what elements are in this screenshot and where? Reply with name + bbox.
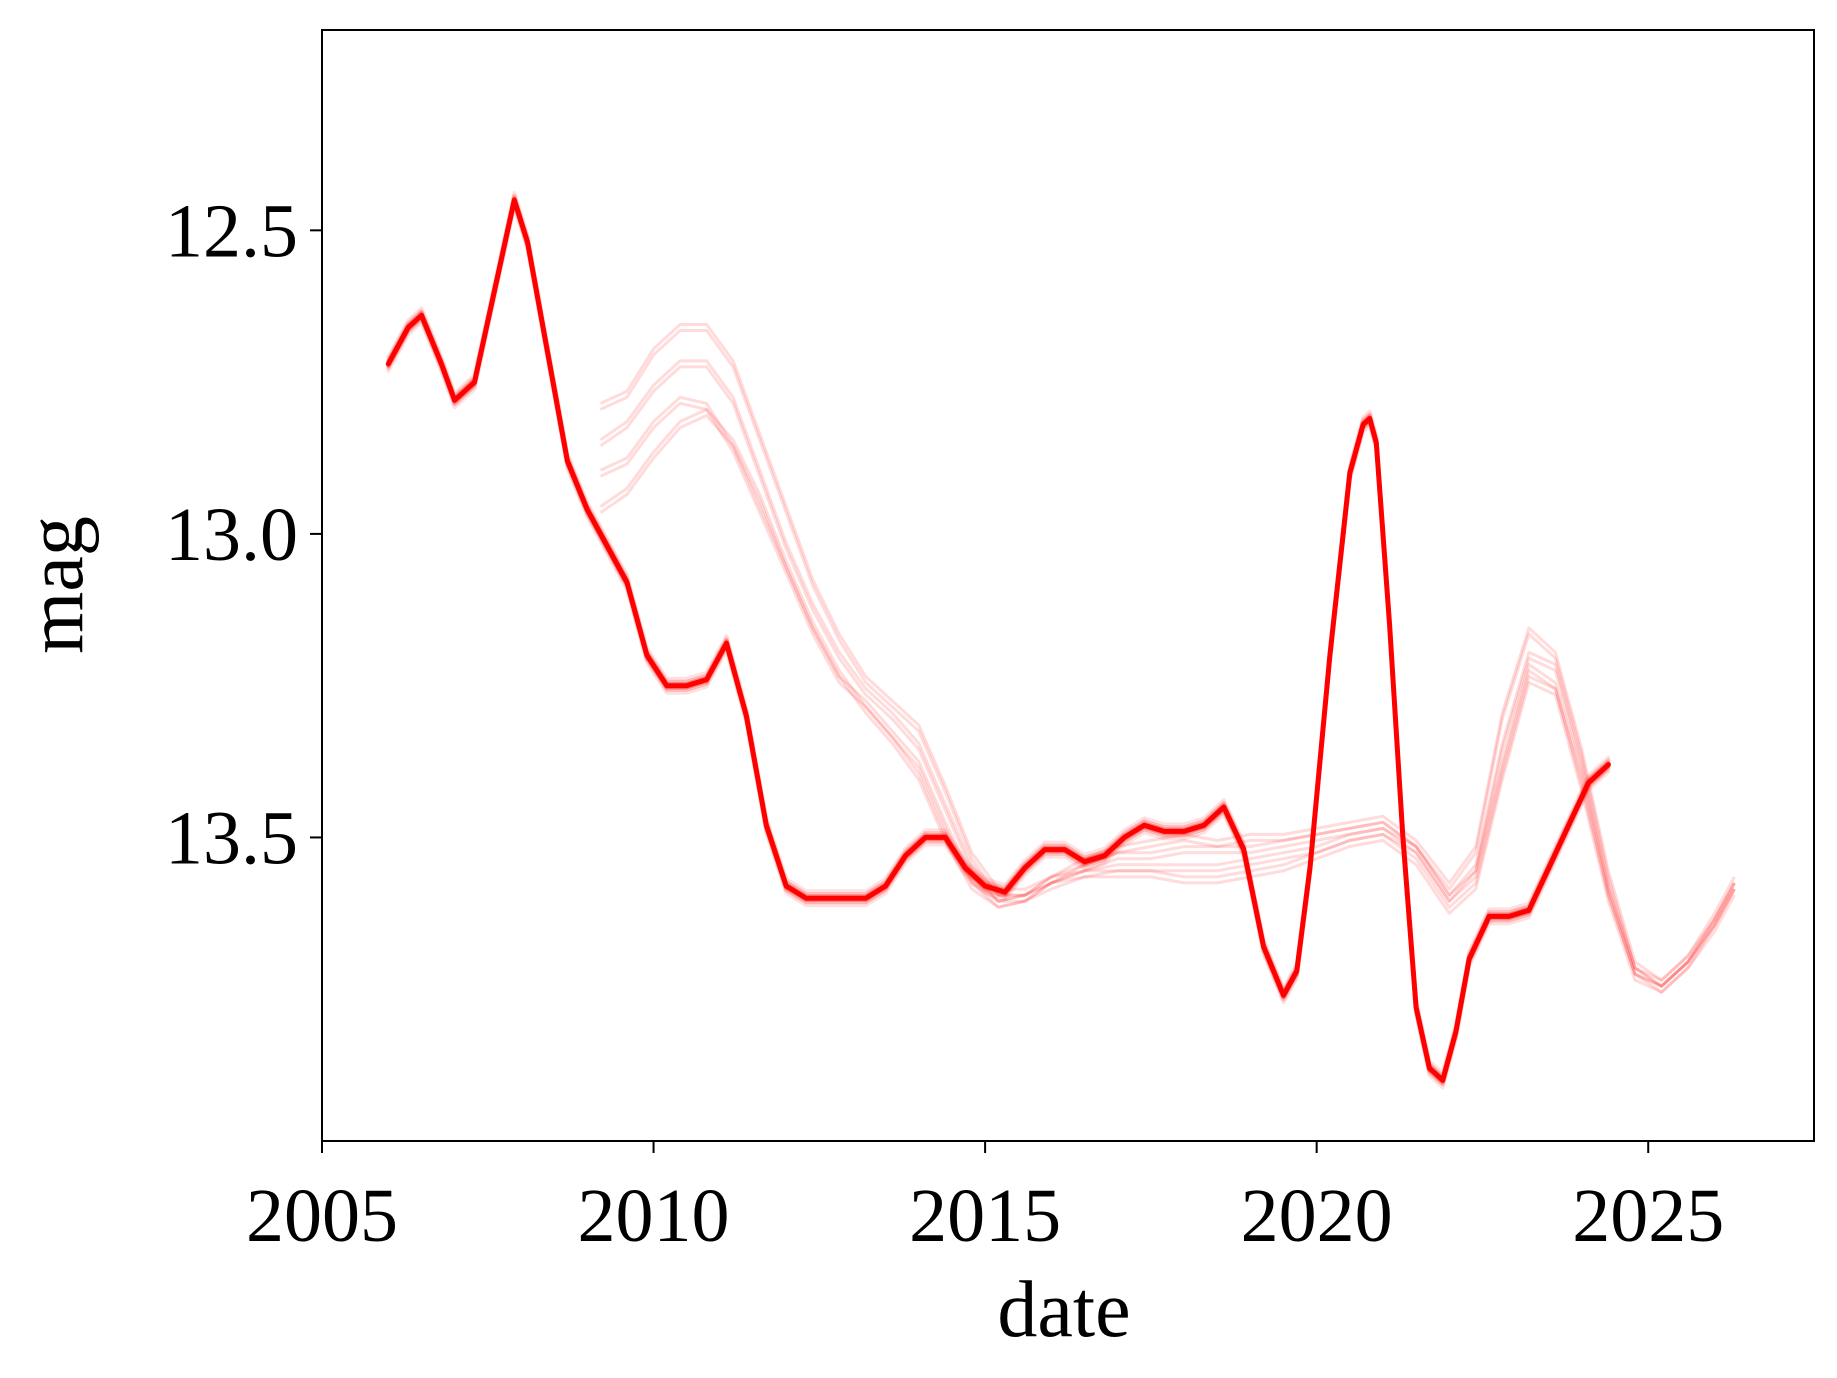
faint-series-line-2-0 <box>599 323 1736 988</box>
x-tick-label: 2025 <box>1572 1174 1724 1258</box>
x-tick-label: 2010 <box>578 1174 730 1258</box>
y-tick-label: 13.5 <box>165 796 298 880</box>
faint-series-line-3-1 <box>599 401 1736 988</box>
x-axis: 2005 2010 2015 2020 2025 <box>246 1141 1724 1258</box>
main-series-line-3 <box>386 202 1611 1087</box>
x-axis-label: date <box>997 1266 1130 1354</box>
x-tick-label: 2020 <box>1241 1174 1393 1258</box>
y-axis: 12.5 13.0 13.5 <box>165 189 322 880</box>
main-series-group <box>385 191 1611 1090</box>
faint-series-group <box>599 323 1736 994</box>
main-series-line-5 <box>386 200 1611 1085</box>
x-tick-label: 2005 <box>246 1174 398 1258</box>
main-series-line-6 <box>385 197 1611 1083</box>
faint-series-line-4-0 <box>599 408 1736 988</box>
plot-area-frame <box>321 29 1815 1142</box>
faint-series-line-3-0 <box>599 395 1736 982</box>
main-series-line-1 <box>386 205 1611 1090</box>
main-series-line-2 <box>386 194 1611 1079</box>
faint-series-line-1-0 <box>599 359 1736 982</box>
x-tick-label: 2015 <box>909 1174 1061 1258</box>
y-tick-label: 13.0 <box>165 493 298 577</box>
faint-series-line-2-1 <box>599 329 1736 994</box>
y-axis-label: mag <box>12 516 100 654</box>
main-series-line-0 <box>386 191 1611 1076</box>
main-series-line-4 <box>386 196 1611 1081</box>
faint-series-line-1-1 <box>599 365 1736 988</box>
y-tick-label: 12.5 <box>165 189 298 273</box>
faint-series-line-4-1 <box>599 414 1736 994</box>
